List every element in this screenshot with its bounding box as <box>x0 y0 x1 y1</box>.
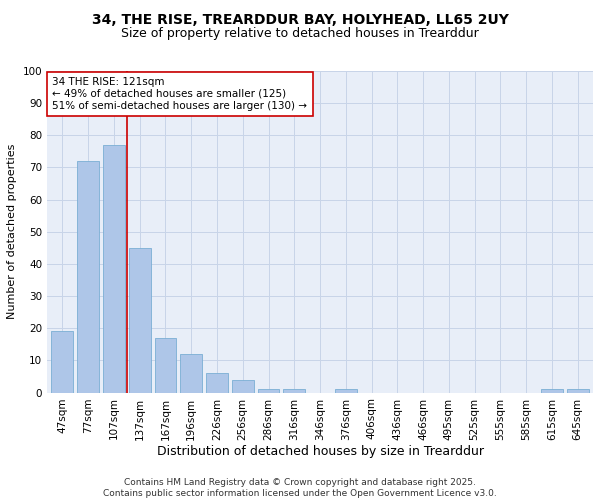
Y-axis label: Number of detached properties: Number of detached properties <box>7 144 17 320</box>
Bar <box>52 332 73 392</box>
Bar <box>283 390 305 392</box>
Bar <box>206 373 228 392</box>
Bar <box>155 338 176 392</box>
Bar <box>103 145 125 392</box>
Text: 34, THE RISE, TREARDDUR BAY, HOLYHEAD, LL65 2UY: 34, THE RISE, TREARDDUR BAY, HOLYHEAD, L… <box>92 12 508 26</box>
Bar <box>566 390 589 392</box>
Bar <box>77 161 99 392</box>
X-axis label: Distribution of detached houses by size in Trearddur: Distribution of detached houses by size … <box>157 445 484 458</box>
Bar <box>180 354 202 393</box>
Bar <box>257 390 280 392</box>
Text: 34 THE RISE: 121sqm
← 49% of detached houses are smaller (125)
51% of semi-detac: 34 THE RISE: 121sqm ← 49% of detached ho… <box>52 78 307 110</box>
Bar <box>232 380 254 392</box>
Text: Size of property relative to detached houses in Trearddur: Size of property relative to detached ho… <box>121 28 479 40</box>
Bar <box>129 248 151 392</box>
Text: Contains HM Land Registry data © Crown copyright and database right 2025.
Contai: Contains HM Land Registry data © Crown c… <box>103 478 497 498</box>
Bar <box>335 390 357 392</box>
Bar <box>541 390 563 392</box>
